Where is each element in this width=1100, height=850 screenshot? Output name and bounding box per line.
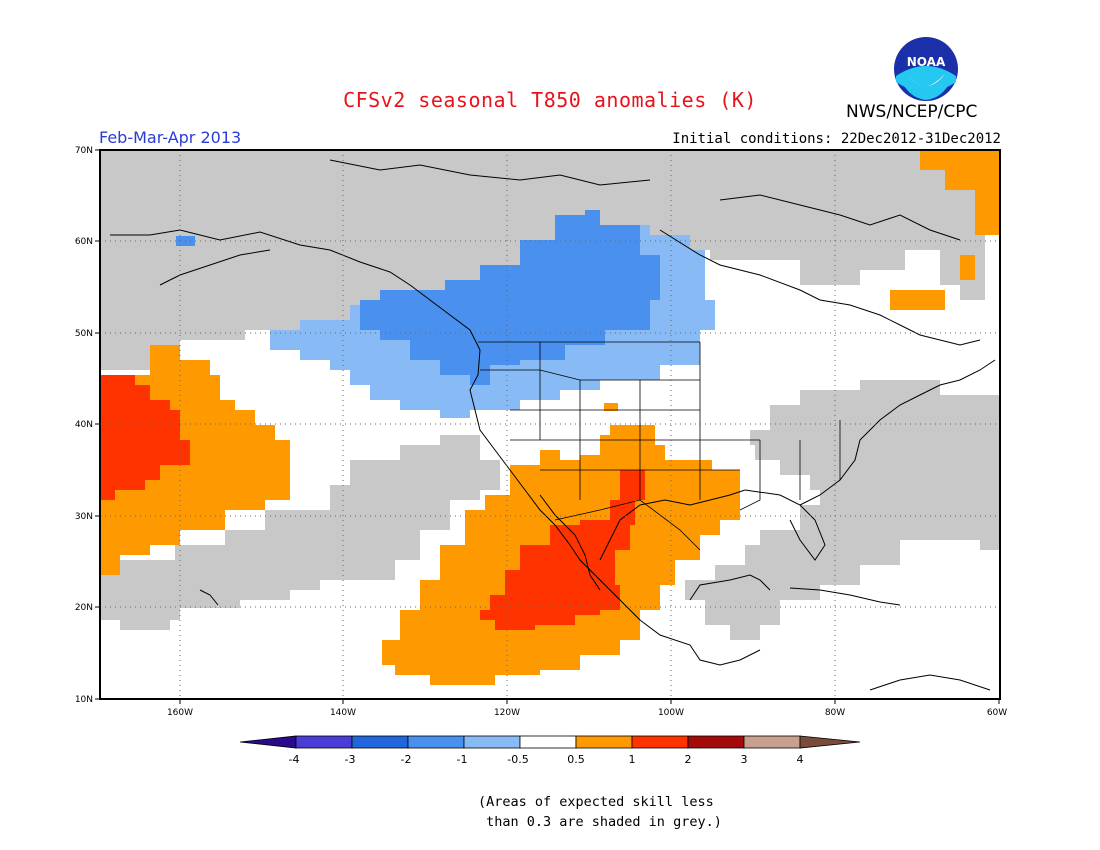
legend-swatch (239, 735, 297, 749)
legend-tick-label: -2 (401, 753, 412, 766)
legend-swatch (407, 735, 465, 749)
lat-label: 40N (75, 420, 93, 430)
legend-swatch (295, 735, 353, 749)
legend-swatch (519, 735, 577, 749)
legend-tick-label: 3 (741, 753, 748, 766)
lat-label: 70N (75, 146, 93, 156)
legend-swatch (351, 735, 409, 749)
legend-tick-label: -1 (457, 753, 468, 766)
near-normal-region (650, 260, 1000, 460)
lon-label: 80W (825, 708, 845, 718)
organization-label: NWS/NCEP/CPC (846, 102, 978, 122)
legend-swatch (743, 735, 801, 749)
legend-swatch (463, 735, 521, 749)
initial-conditions: Initial conditions: 22Dec2012-31Dec2012 (672, 131, 1001, 147)
lat-label: 50N (75, 329, 93, 339)
lon-label: 100W (658, 708, 684, 718)
legend-swatch (687, 735, 745, 749)
graticule (100, 150, 1000, 699)
noaa-logo-icon: NOAA (894, 37, 958, 101)
logo-text: NOAA (907, 55, 946, 69)
political-borders (478, 341, 841, 551)
legend-tick-label: -4 (289, 753, 300, 766)
lon-label: 120W (494, 708, 520, 718)
skill-note-line: (Areas of expected skill less (478, 794, 714, 810)
lat-label: 20N (75, 603, 93, 613)
lon-label: 140W (330, 708, 356, 718)
lon-label: 60W (987, 708, 1007, 718)
lon-label: 160W (167, 708, 193, 718)
skill-note: (Areas of expected skill less than 0.3 a… (478, 792, 722, 832)
lat-label: 60N (75, 237, 93, 247)
chart-title: CFSv2 seasonal T850 anomalies (K) (343, 88, 757, 112)
lat-label: 10N (75, 695, 93, 705)
legend-tick-label: 2 (685, 753, 692, 766)
coastlines (110, 159, 996, 691)
legend-tick-label: -0.5 (507, 753, 528, 766)
legend-tick-label: 1 (629, 753, 636, 766)
legend-tick-label: -3 (345, 753, 356, 766)
legend-swatch (631, 735, 689, 749)
legend-swatch (575, 735, 633, 749)
forecast-period: Feb-Mar-Apr 2013 (99, 128, 242, 147)
lat-label: 30N (75, 512, 93, 522)
legend-swatch (799, 735, 861, 749)
skill-note-line: than 0.3 are shaded in grey.) (478, 814, 722, 830)
low-skill-grey-region (100, 150, 1000, 640)
warm-anomaly-strong (100, 375, 645, 630)
legend-tick-label: 0.5 (567, 753, 585, 766)
legend-tick-label: 4 (797, 753, 804, 766)
